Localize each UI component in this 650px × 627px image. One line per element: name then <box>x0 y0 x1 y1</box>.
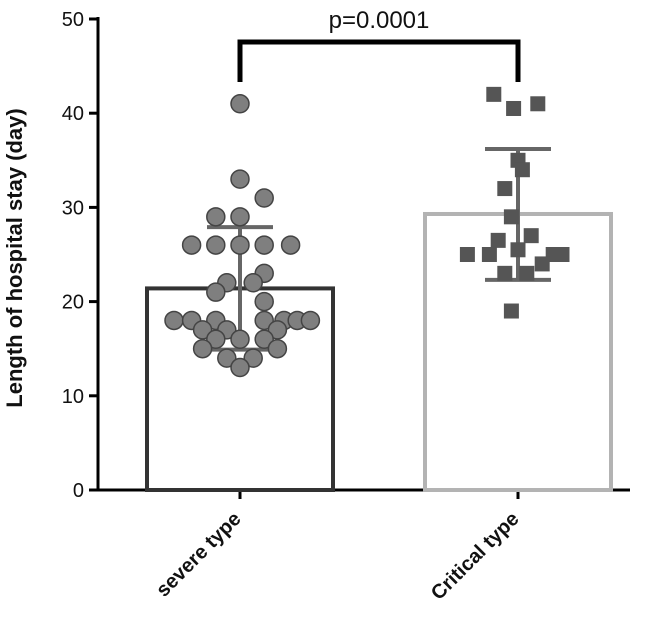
y-axis-title: Length of hospital stay (day) <box>2 108 27 407</box>
data-point <box>267 320 288 340</box>
data-point <box>300 310 321 331</box>
x-tick-label: Critical type <box>427 508 524 605</box>
data-point <box>230 94 250 114</box>
data-point <box>206 207 226 227</box>
data-point <box>554 247 570 262</box>
data-point <box>534 256 550 272</box>
data-point <box>230 207 250 227</box>
data-point <box>230 235 250 255</box>
data-point <box>506 100 522 116</box>
data-point <box>530 96 546 112</box>
y-tick-label: 30 <box>62 197 84 219</box>
x-tick-label: severe type <box>152 508 245 601</box>
data-point <box>206 282 226 302</box>
y-tick-label: 40 <box>62 103 84 125</box>
data-point <box>192 338 213 359</box>
data-point <box>254 310 274 331</box>
data-point <box>254 291 274 312</box>
data-point <box>497 265 513 281</box>
significance-annotation: p=0.0001 <box>237 7 521 82</box>
data-point <box>490 232 506 248</box>
data-points <box>164 86 570 378</box>
y-tick-label: 10 <box>62 386 84 408</box>
p-value-label: p=0.0001 <box>329 7 430 34</box>
data-point <box>280 235 301 255</box>
data-point <box>217 348 237 368</box>
data-point <box>192 320 213 340</box>
data-point <box>230 329 250 350</box>
y-tick-label: 50 <box>62 9 84 31</box>
data-point <box>230 169 250 189</box>
data-point <box>486 86 502 102</box>
bars <box>145 211 613 493</box>
y-tick-label: 20 <box>62 292 84 314</box>
data-point <box>243 348 263 368</box>
data-point <box>510 242 526 258</box>
data-point <box>254 329 274 350</box>
data-point <box>459 247 475 262</box>
data-point <box>243 273 263 293</box>
data-point <box>267 338 288 359</box>
data-point <box>206 235 226 255</box>
data-point <box>514 162 530 178</box>
data-point <box>254 188 274 208</box>
data-point <box>503 209 519 225</box>
data-point <box>254 235 274 255</box>
data-point <box>164 310 184 331</box>
y-tick-label: 0 <box>73 480 84 502</box>
data-point <box>503 303 519 319</box>
data-point <box>481 247 497 262</box>
data-point <box>523 228 539 244</box>
data-point <box>497 181 513 197</box>
significance-bracket <box>237 39 521 82</box>
data-point <box>230 357 250 378</box>
data-point <box>206 329 226 350</box>
data-point <box>181 235 202 255</box>
data-point <box>519 265 535 281</box>
